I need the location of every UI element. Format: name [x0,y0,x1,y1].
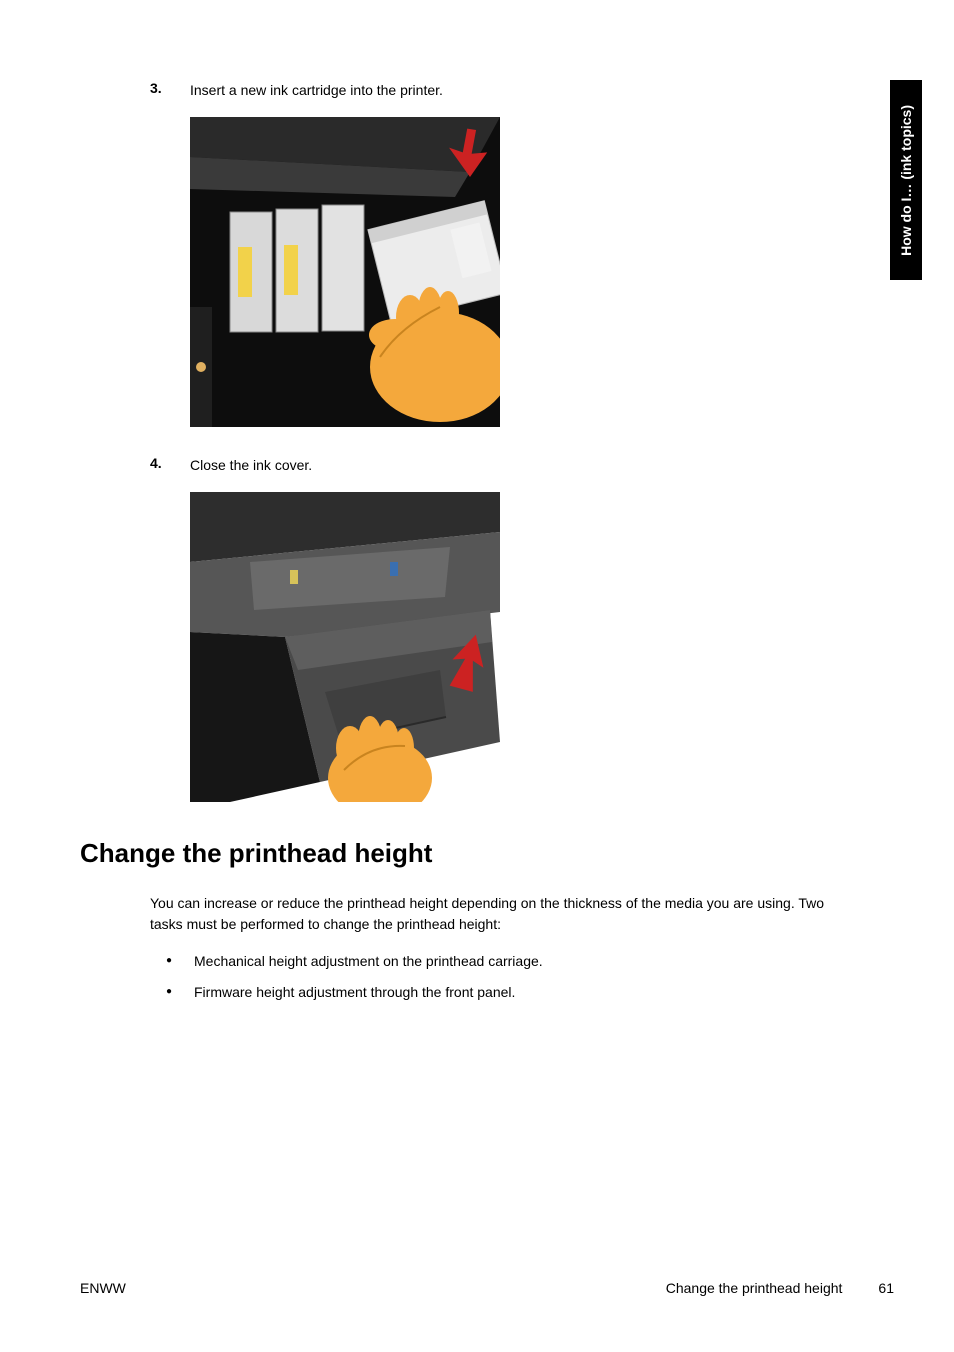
step-text: Close the ink cover. [190,455,312,476]
step-4: 4. Close the ink cover. [150,455,834,476]
chapter-tab-label: How do I… (ink topics) [898,105,914,256]
page-footer: ENWW Change the printhead height 61 [80,1280,894,1296]
page-number: 61 [878,1280,894,1296]
step-3: 3. Insert a new ink cartridge into the p… [150,80,834,101]
list-item: Mechanical height adjustment on the prin… [150,951,834,972]
step-text: Insert a new ink cartridge into the prin… [190,80,443,101]
step-number: 4. [150,455,190,476]
figure-close-cover [190,492,500,802]
section-body: You can increase or reduce the printhead… [150,893,834,1003]
section-intro: You can increase or reduce the printhead… [150,893,834,935]
page: How do I… (ink topics) 3. Insert a new i… [0,0,954,1352]
step-number: 3. [150,80,190,101]
footer-left: ENWW [80,1280,126,1296]
list-item: Firmware height adjustment through the f… [150,982,834,1003]
section-heading: Change the printhead height [80,838,874,869]
footer-section-label: Change the printhead height [666,1280,843,1296]
chapter-tab: How do I… (ink topics) [890,80,922,280]
figure-insert-cartridge [190,117,500,427]
footer-right: Change the printhead height 61 [666,1280,894,1296]
content-area: 3. Insert a new ink cartridge into the p… [150,80,834,802]
bullet-list: Mechanical height adjustment on the prin… [150,951,834,1003]
